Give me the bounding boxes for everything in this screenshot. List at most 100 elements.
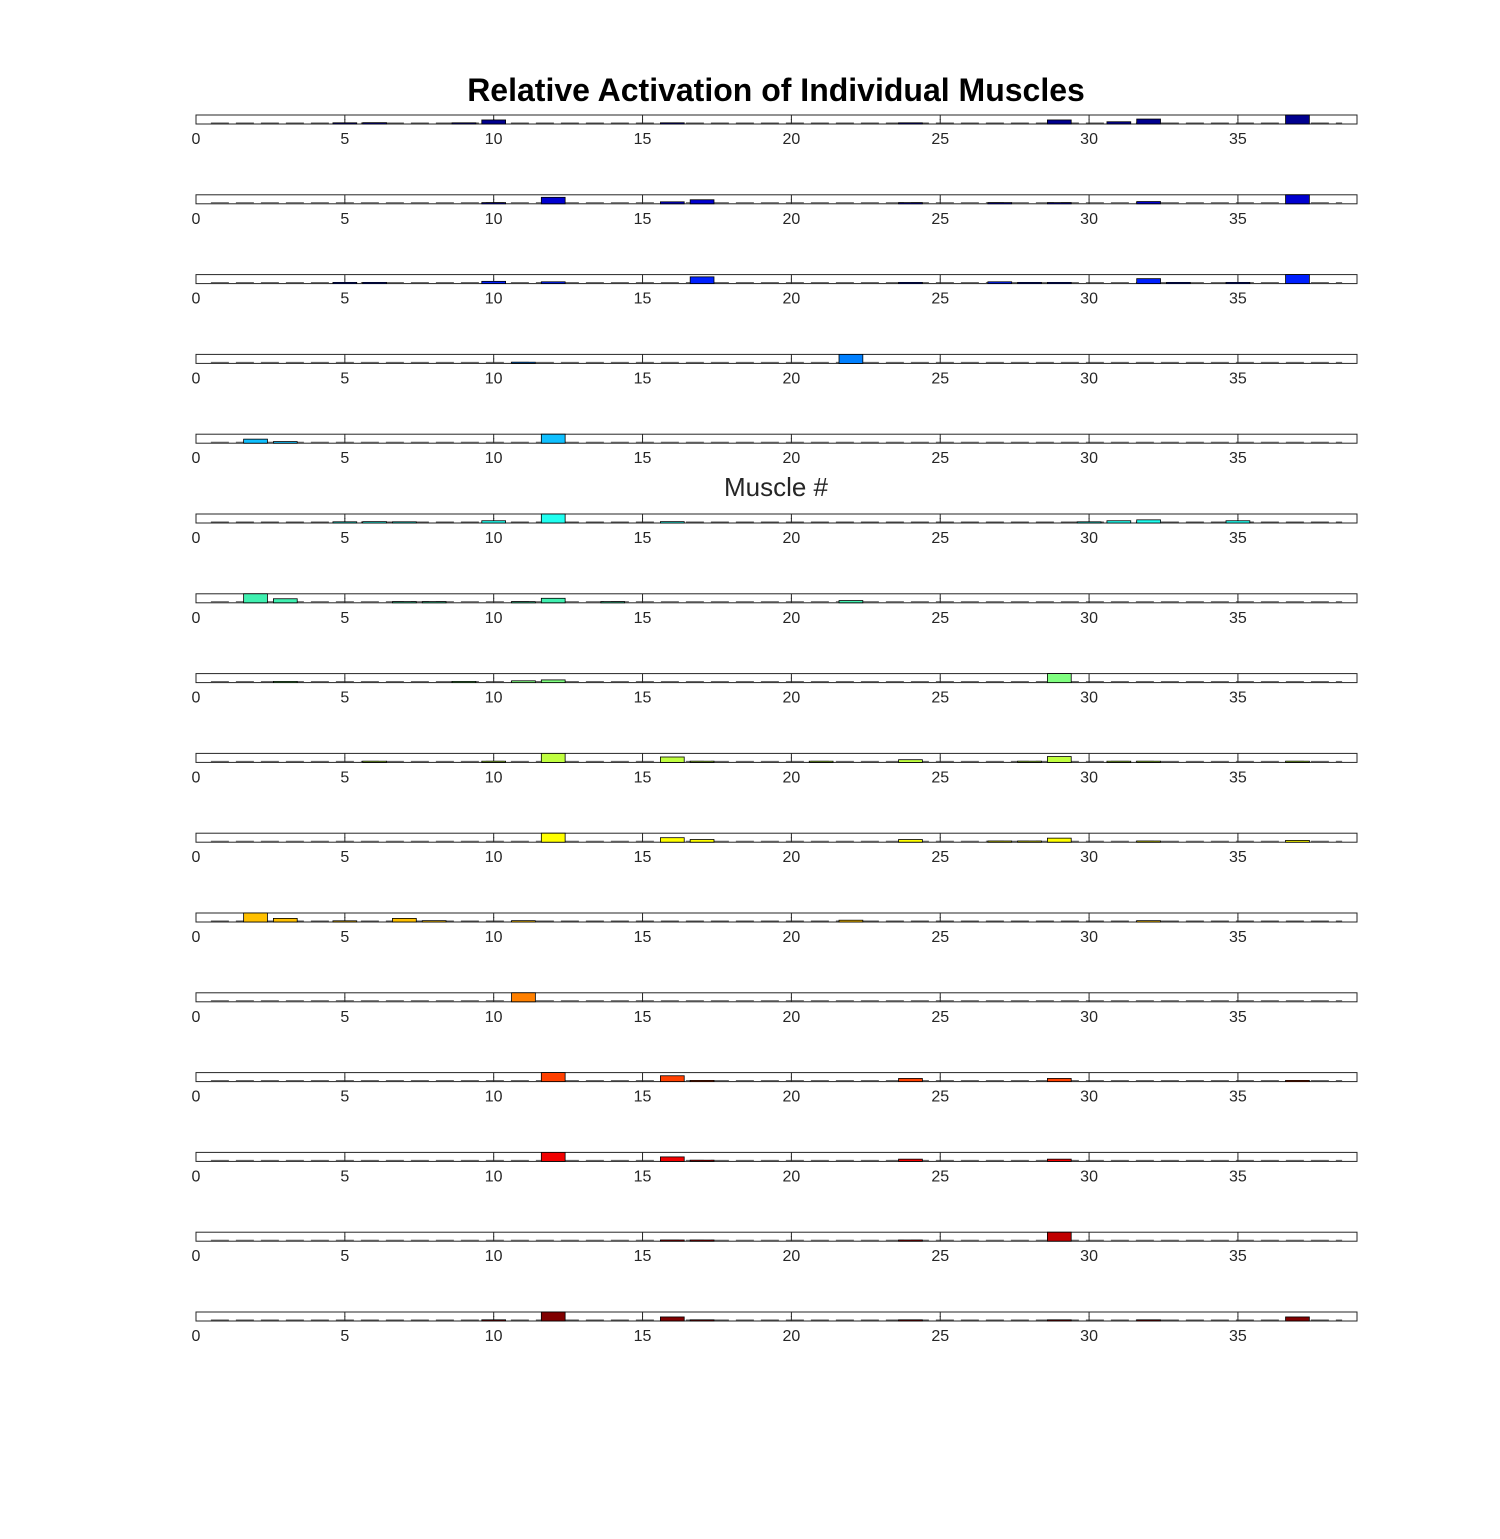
bar: [838, 600, 864, 604]
x-tick-label: 25: [931, 1168, 949, 1185]
x-tick-label: 10: [485, 1009, 503, 1026]
x-tick-label: 10: [485, 1328, 503, 1345]
bar: [660, 122, 685, 125]
x-tick-label: 35: [1229, 1009, 1247, 1026]
bar: [272, 918, 298, 923]
x-tick-label: 25: [931, 211, 949, 228]
x-tick-label: 20: [782, 1168, 800, 1185]
x-tick-label: 35: [1229, 929, 1247, 946]
x-tick-label: 20: [782, 1009, 800, 1026]
bar: [421, 920, 447, 923]
x-tick-label: 0: [192, 1009, 201, 1026]
x-tick-label: 5: [340, 849, 349, 866]
bar: [1047, 281, 1072, 284]
x-tick-label: 25: [931, 1089, 949, 1106]
x-tick-label: 15: [634, 1328, 652, 1345]
x-tick-label: 35: [1229, 849, 1247, 866]
x-tick-label: 35: [1229, 370, 1247, 387]
x-tick-label: 20: [782, 131, 800, 148]
x-tick-label: 25: [931, 610, 949, 627]
bar: [421, 601, 447, 604]
x-tick-label: 10: [485, 1168, 503, 1185]
panel-16: 0 5 10 15 20 25 30 35: [192, 1311, 1358, 1345]
bar: [660, 1075, 685, 1082]
bar: [898, 1319, 923, 1322]
x-tick-label: 25: [931, 849, 949, 866]
x-tick-label: 10: [485, 690, 503, 707]
bar: [660, 1316, 685, 1322]
x-tick-label: 5: [340, 370, 349, 387]
bar: [392, 521, 417, 524]
bar: [540, 433, 566, 444]
bar: [1047, 1158, 1072, 1162]
bar: [481, 280, 506, 285]
bar: [1136, 118, 1161, 125]
x-tick-label: 10: [485, 1248, 503, 1265]
bar: [898, 839, 923, 843]
x-tick-label: 35: [1229, 131, 1247, 148]
x-tick-label: 0: [192, 370, 201, 387]
x-tick-label: 35: [1229, 1089, 1247, 1106]
bar: [660, 1156, 685, 1162]
x-tick-label: 20: [782, 849, 800, 866]
bar: [660, 1239, 685, 1242]
x-tick-label: 20: [782, 769, 800, 786]
x-axis-label: Muscle #: [723, 472, 829, 502]
bar: [1047, 673, 1072, 683]
bar: [540, 679, 566, 684]
bar: [243, 438, 268, 444]
bar: [1136, 840, 1161, 843]
bar: [1136, 760, 1161, 763]
x-tick-label: 10: [485, 610, 503, 627]
x-tick-label: 15: [634, 610, 652, 627]
bar: [660, 201, 685, 205]
bar: [689, 276, 715, 285]
chart-title: Relative Activation of Individual Muscle…: [467, 72, 1085, 108]
x-tick-label: 10: [485, 849, 503, 866]
bar: [1047, 1319, 1072, 1322]
x-tick-label: 30: [1080, 291, 1098, 308]
bar: [898, 1078, 923, 1082]
x-tick-label: 0: [192, 1248, 201, 1265]
bar: [1017, 760, 1042, 763]
panel-8: 0 5 10 15 20 25 30 35: [192, 673, 1358, 707]
bar: [1017, 281, 1042, 284]
x-tick-label: 0: [192, 929, 201, 946]
panel-14: 0 5 10 15 20 25 30 35: [192, 1151, 1358, 1185]
x-tick-label: 5: [340, 530, 349, 547]
bar: [511, 361, 536, 364]
bar: [511, 680, 536, 683]
x-tick-label: 30: [1080, 1328, 1098, 1345]
panel-2: 0 5 10 15 20 25 30 35: [192, 194, 1358, 228]
x-tick-label: 35: [1229, 1168, 1247, 1185]
x-tick-label: 25: [931, 769, 949, 786]
bar: [689, 760, 715, 763]
x-tick-label: 10: [485, 450, 503, 467]
bar: [540, 1311, 566, 1322]
x-tick-label: 0: [192, 450, 201, 467]
bar: [1106, 121, 1132, 125]
x-tick-label: 15: [634, 1248, 652, 1265]
bar: [481, 760, 506, 763]
bar: [481, 520, 506, 524]
x-tick-label: 30: [1080, 131, 1098, 148]
x-tick-label: 5: [340, 291, 349, 308]
x-tick-label: 25: [931, 1328, 949, 1345]
x-tick-label: 25: [931, 1009, 949, 1026]
bar: [481, 1319, 506, 1322]
bar: [600, 601, 626, 604]
bar: [540, 513, 566, 524]
bar: [511, 601, 536, 604]
x-tick-label: 5: [340, 929, 349, 946]
x-tick-label: 15: [634, 769, 652, 786]
panel-9: 0 5 10 15 20 25 30 35: [192, 752, 1358, 786]
x-tick-label: 15: [634, 211, 652, 228]
x-tick-label: 35: [1229, 610, 1247, 627]
panel-13: 0 5 10 15 20 25 30 35: [192, 1072, 1358, 1106]
bar: [1047, 119, 1072, 125]
bar: [1285, 1080, 1310, 1083]
x-tick-label: 5: [340, 1328, 349, 1345]
x-tick-label: 25: [931, 530, 949, 547]
bar: [332, 281, 358, 284]
